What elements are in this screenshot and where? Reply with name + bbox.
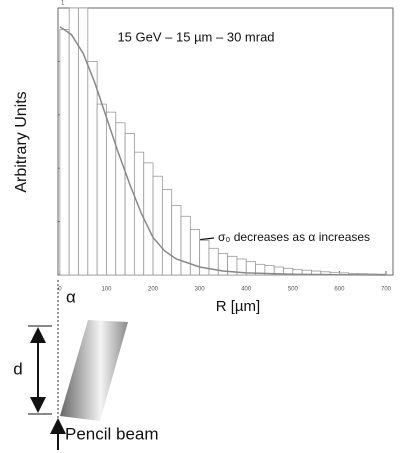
x-tick-label: 200 (148, 287, 159, 293)
bar (115, 122, 126, 276)
y-axis-label: Arbitrary Units (13, 91, 30, 192)
x-tick-label: 100 (101, 287, 112, 293)
y-tick-label: 1 (61, 1, 65, 7)
bar (124, 133, 135, 276)
distance-label: d (13, 359, 22, 378)
bar (59, 28, 70, 276)
beam-label: Pencil beam (65, 424, 159, 443)
x-tick-label: 300 (195, 287, 206, 293)
bar (68, 7, 79, 276)
x-tick-label: 0 (58, 287, 62, 293)
bar (152, 175, 163, 276)
annotation: 15 GeV – 15 µm – 30 mrad (117, 29, 274, 44)
bar (161, 189, 173, 276)
bar (143, 162, 154, 276)
bar (134, 151, 145, 276)
bar (189, 229, 201, 276)
bar (87, 61, 98, 276)
bar (171, 205, 182, 276)
bar (180, 215, 191, 276)
crystal (60, 320, 128, 421)
annotation: σ₀ decreases as α increases (218, 230, 370, 244)
x-tick-label: 600 (334, 287, 345, 293)
fit-curve (59, 26, 387, 276)
bar (208, 247, 219, 276)
x-tick-label: 400 (241, 287, 252, 293)
bar (199, 239, 210, 276)
x-tick-label: 500 (288, 287, 299, 293)
bar (96, 103, 107, 276)
x-tick-label: 700 (381, 287, 392, 293)
x-axis-label: R [µm] (216, 298, 260, 315)
angle-label: α (66, 287, 76, 306)
bar (106, 111, 117, 276)
